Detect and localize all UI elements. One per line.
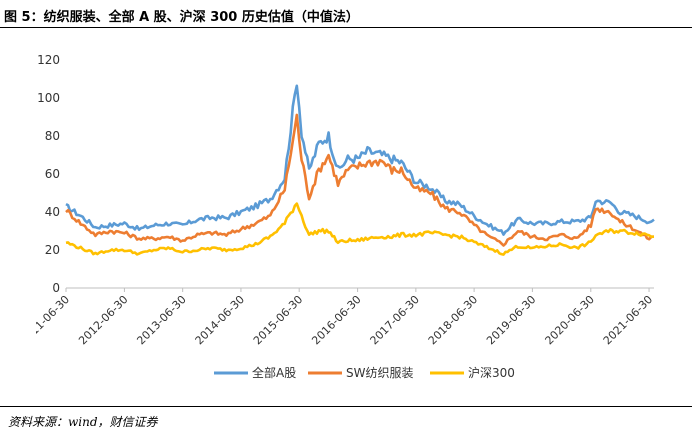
y-axis: 0 20 40 60 80 100 120 xyxy=(37,53,60,295)
x-tick-label: 2018-06-30 xyxy=(426,293,480,347)
y-tick-label: 60 xyxy=(45,167,60,181)
legend: 全部A股 SW纺织服装 沪深300 xyxy=(214,365,515,380)
x-tick-label: 2017-06-30 xyxy=(368,293,422,347)
y-tick-label: 120 xyxy=(37,53,60,67)
x-tick-label: 2012-06-30 xyxy=(76,293,130,347)
figure-title: 图 5：纺织服装、全部 A 股、沪深 300 历史估值（中值法） xyxy=(4,10,359,25)
x-tick-label: 2021-06-30 xyxy=(601,293,655,347)
series-line-1 xyxy=(65,113,654,247)
legend-label: 全部A股 xyxy=(252,365,296,380)
x-tick-label: 2019-06-30 xyxy=(484,293,538,347)
series-lines xyxy=(65,84,655,256)
source-note: 资料来源：wind，财信证券 xyxy=(8,415,158,429)
bottom-rule xyxy=(0,406,692,407)
line-chart: 0 20 40 60 80 100 120 2011-06-30 2012-06-30 2013… xyxy=(18,53,655,380)
y-tick-label: 80 xyxy=(45,129,60,143)
y-tick-label: 0 xyxy=(52,281,60,295)
top-rule xyxy=(0,27,692,28)
x-tick-label: 2014-06-30 xyxy=(193,293,247,347)
x-tick-label: 2020-06-30 xyxy=(543,293,597,347)
chart-container: 0 20 40 60 80 100 120 2011-06-30 2012-06-30 2013… xyxy=(18,40,668,400)
x-tick-label: 2013-06-30 xyxy=(134,293,188,347)
legend-label: SW纺织服装 xyxy=(346,366,413,380)
y-tick-label: 20 xyxy=(45,243,60,257)
y-tick-label: 40 xyxy=(45,205,60,219)
x-axis: 2011-06-30 2012-06-30 2013-06-30 2014-06-30… xyxy=(18,287,655,347)
legend-label: 沪深300 xyxy=(468,366,515,380)
x-tick-label: 2016-06-30 xyxy=(309,293,363,347)
series-line-0 xyxy=(65,84,655,236)
series-line-2 xyxy=(65,202,655,256)
y-tick-label: 100 xyxy=(37,91,60,105)
x-tick-label: 2011-06-30 xyxy=(36,293,72,347)
x-tick-label: 2015-06-30 xyxy=(251,293,305,347)
